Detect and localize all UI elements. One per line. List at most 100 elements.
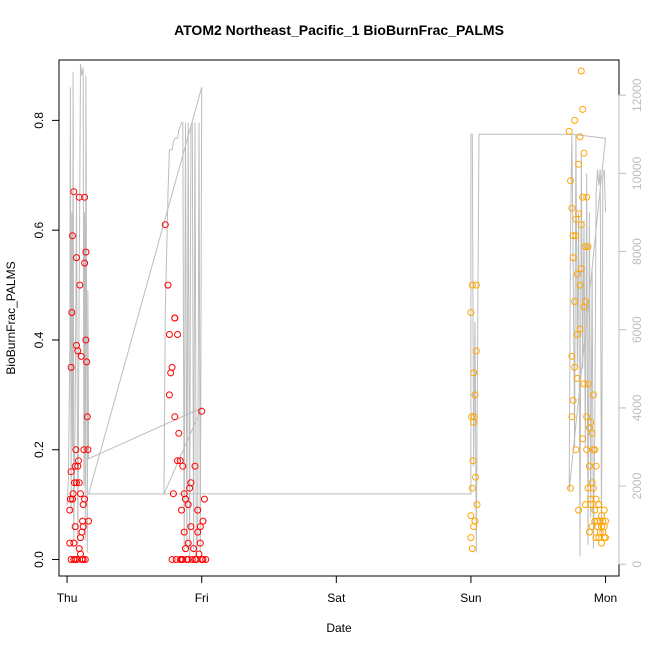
data-point [75, 479, 83, 487]
data-point [184, 501, 192, 509]
x-tick-label: Fri [195, 591, 209, 605]
data-point [169, 490, 177, 498]
data-point [602, 517, 609, 525]
data-point [165, 391, 173, 399]
data-point [182, 545, 189, 553]
data-point [71, 462, 79, 470]
data-point [172, 556, 180, 563]
data-point [171, 413, 179, 421]
data-point [82, 248, 90, 256]
data-point [581, 298, 589, 305]
points-layer [66, 67, 609, 563]
data-point [471, 391, 479, 399]
data-point [191, 462, 199, 470]
data-point [577, 67, 585, 75]
y2-tick-label: 4000 [630, 394, 644, 421]
data-point [74, 462, 82, 470]
data-point [179, 556, 187, 563]
data-point [568, 204, 576, 212]
data-point [571, 363, 579, 371]
data-point [66, 495, 74, 503]
data-point [472, 281, 480, 289]
data-point [584, 243, 592, 251]
data-point [82, 336, 90, 344]
data-point [591, 517, 599, 525]
data-point [78, 528, 86, 536]
y-tick-label: 0.6 [32, 222, 46, 239]
data-point [467, 534, 475, 542]
x-axis: Thu Fri Sat Sun Mon [57, 575, 617, 605]
data-point [576, 325, 584, 333]
chart-title: ATOM2 Northeast_Pacific_1 BioBurnFrac_PA… [174, 22, 504, 38]
data-point [583, 193, 591, 201]
data-point [178, 506, 185, 514]
data-point [568, 413, 576, 421]
data-point [165, 331, 173, 338]
data-point [68, 309, 76, 316]
x-tick-label: Sun [460, 591, 481, 605]
data-point [592, 534, 600, 542]
data-point [67, 556, 75, 563]
data-point [589, 391, 597, 399]
data-point [572, 232, 580, 240]
data-point [168, 556, 176, 563]
data-point [569, 254, 577, 262]
data-point [176, 457, 184, 465]
data-point [584, 380, 592, 388]
data-point [184, 556, 192, 563]
data-point [74, 347, 82, 355]
data-point [576, 281, 584, 289]
data-point [69, 495, 76, 503]
data-point [470, 369, 478, 377]
data-point [473, 501, 481, 509]
data-point [573, 331, 581, 338]
data-point [585, 528, 593, 536]
data-point [71, 556, 79, 563]
data-point [81, 259, 89, 267]
y-axis-title: BioBurnFrac_PALMS [4, 261, 18, 374]
data-point [579, 105, 587, 113]
data-point [83, 358, 91, 366]
data-point [179, 462, 187, 470]
data-point [196, 523, 204, 531]
data-point [592, 495, 600, 503]
data-point [67, 468, 75, 476]
y2-tick-label: 10000 [630, 156, 644, 190]
data-point [583, 413, 591, 421]
data-point [188, 556, 196, 563]
data-point [468, 484, 476, 492]
y-tick-label: 0.4 [32, 331, 46, 348]
data-point [73, 254, 80, 262]
data-point [567, 484, 574, 492]
data-point [585, 462, 593, 470]
data-point [72, 446, 80, 454]
data-point [575, 160, 583, 168]
data-point [66, 539, 74, 547]
data-point [588, 429, 596, 437]
data-point [581, 501, 589, 509]
data-point [77, 550, 84, 558]
x-tick-label: Sat [327, 591, 346, 605]
data-point [187, 479, 195, 487]
data-point [470, 413, 478, 421]
data-point [598, 512, 605, 520]
data-point [71, 479, 78, 487]
x-tick-label: Mon [594, 591, 617, 605]
data-point [85, 517, 93, 525]
data-point [602, 534, 609, 542]
x-tick-label: Thu [57, 591, 78, 605]
data-point [587, 495, 595, 503]
y2-tick-label: 2000 [630, 472, 644, 499]
data-point [585, 424, 593, 432]
data-point [191, 556, 199, 563]
data-point [198, 407, 206, 415]
data-point [573, 374, 581, 382]
data-point [70, 188, 78, 196]
data-point [76, 281, 84, 289]
data-point [84, 446, 92, 454]
data-point [171, 314, 179, 322]
data-point [575, 506, 583, 514]
data-point [66, 506, 74, 514]
data-point [79, 556, 87, 563]
